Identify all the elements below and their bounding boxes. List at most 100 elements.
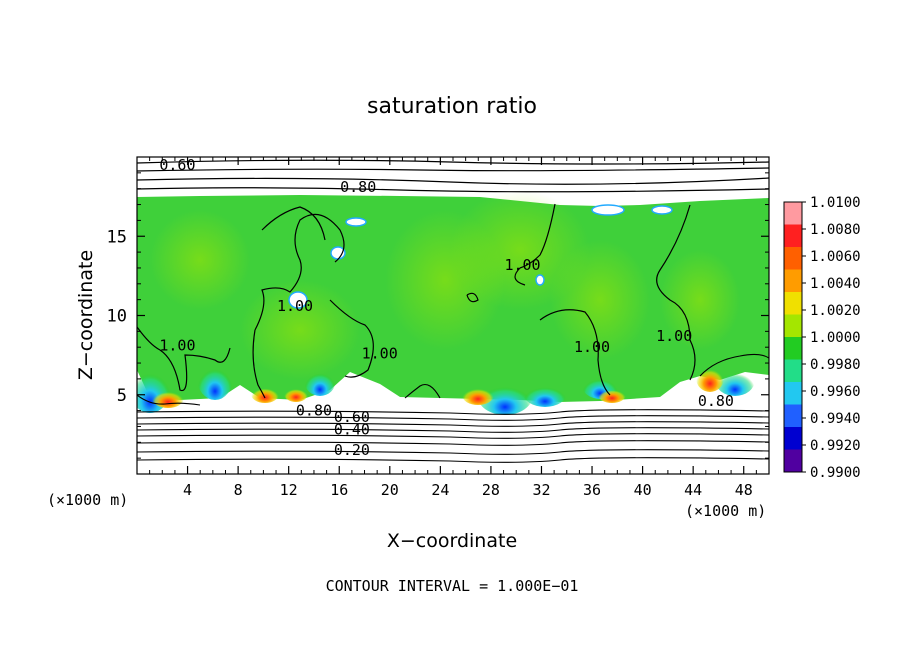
colorbar-label: 1.0080 bbox=[810, 222, 861, 238]
y-tick-label: 5 bbox=[117, 386, 127, 406]
supersaturated-blob bbox=[251, 385, 279, 403]
contour-line bbox=[137, 449, 769, 455]
dry-pocket bbox=[591, 204, 625, 216]
colorbar-label: 0.9900 bbox=[810, 465, 861, 481]
contour-line bbox=[254, 213, 345, 331]
contour-line bbox=[539, 309, 611, 396]
y-tick-label: 15 bbox=[107, 227, 127, 247]
contour-label: 1.00 bbox=[656, 327, 692, 345]
supersaturated-blob bbox=[284, 386, 308, 402]
supersaturated-blob bbox=[598, 387, 626, 403]
colorbar-label: 1.0100 bbox=[810, 195, 861, 211]
contour-line bbox=[137, 457, 769, 463]
supersaturated-blob bbox=[696, 364, 724, 392]
contour-label: 0.80 bbox=[340, 178, 376, 196]
colorbar-swatch bbox=[784, 359, 802, 383]
contour-line bbox=[137, 167, 769, 172]
x-tick-label: 16 bbox=[330, 481, 348, 499]
x-tick-label: 20 bbox=[381, 481, 399, 499]
colorbar-swatch bbox=[784, 247, 802, 270]
colorbar-label: 0.9980 bbox=[810, 357, 861, 373]
x-unit-label-left: (×1000 m) bbox=[47, 491, 128, 509]
colorbar-swatch bbox=[784, 382, 802, 405]
subsaturated-zone bbox=[197, 356, 233, 400]
dry-pocket bbox=[345, 217, 367, 227]
contour-line bbox=[137, 326, 231, 392]
contour-labels: 0.600.801.001.001.001.001.001.000.80 0.60… bbox=[159, 156, 734, 459]
contour-label: 0.60 bbox=[334, 408, 370, 426]
colorbar-label: 0.9960 bbox=[810, 384, 861, 400]
x-tick-label: 24 bbox=[431, 481, 449, 499]
subsaturated-zone bbox=[715, 364, 755, 396]
x-tick-label: 4 bbox=[183, 481, 192, 499]
y-tick-label: 10 bbox=[107, 307, 127, 327]
dry-pocket bbox=[535, 274, 545, 286]
contour-line bbox=[514, 203, 556, 286]
dry-pocket bbox=[288, 291, 308, 309]
contour-line bbox=[252, 329, 266, 399]
colorbar-label: 1.0020 bbox=[810, 303, 861, 319]
colorbar-swatch bbox=[784, 404, 802, 428]
x-tick-label: 40 bbox=[634, 481, 652, 499]
subsaturated-zone bbox=[477, 375, 533, 415]
supersaturated-blob bbox=[152, 388, 184, 408]
dry-pocket bbox=[651, 205, 673, 215]
colorbar-swatch bbox=[784, 449, 802, 473]
x-tick-label: 8 bbox=[234, 481, 243, 499]
contour-label: 0.80 bbox=[296, 402, 332, 420]
y-axis-label: Z−coordinate bbox=[75, 250, 97, 380]
colorbar-swatch bbox=[784, 314, 802, 338]
supersaturated-patch bbox=[550, 240, 650, 360]
contour-label: 1.00 bbox=[504, 256, 540, 274]
contour-label: 1.00 bbox=[277, 297, 313, 315]
contour-line bbox=[137, 427, 769, 433]
colorbar-swatch bbox=[784, 202, 802, 225]
colorbar: 1.0100 1.0080 1.0060 1.0040 1.0020 1.0000 0.99… bbox=[783, 195, 861, 481]
contour-line bbox=[137, 433, 769, 439]
supersaturated-patch bbox=[240, 280, 360, 380]
contour-line bbox=[137, 415, 769, 421]
supersaturated-patch bbox=[660, 250, 740, 350]
y-axis: 5 10 15 bbox=[107, 172, 769, 459]
subsaturated-zone bbox=[523, 379, 567, 407]
colorbar-label: 1.0000 bbox=[810, 330, 861, 346]
contour-label: 0.60 bbox=[159, 156, 195, 174]
contour-label: 0.20 bbox=[334, 441, 370, 459]
supersaturated-blob bbox=[462, 385, 494, 405]
contour-line bbox=[699, 353, 769, 377]
contour-line bbox=[137, 409, 769, 415]
x-axis: 4 8 12 16 20 24 28 32 36 40 44 48 bbox=[149, 157, 757, 499]
colorbar-label: 1.0040 bbox=[810, 276, 861, 292]
colorbar-label: 1.0060 bbox=[810, 249, 861, 265]
x-unit-label-right: (×1000 m) bbox=[685, 502, 766, 520]
contour-label: 0.40 bbox=[334, 421, 370, 439]
contour-line bbox=[137, 177, 769, 185]
contour-label: 1.00 bbox=[362, 345, 398, 363]
colorbar-label: 0.9940 bbox=[810, 411, 861, 427]
x-tick-label: 36 bbox=[583, 481, 601, 499]
contour-lines bbox=[137, 159, 769, 463]
colorbar-swatch bbox=[784, 427, 802, 450]
x-tick-label: 32 bbox=[532, 481, 550, 499]
contour-line bbox=[404, 383, 441, 399]
x-tick-label: 44 bbox=[684, 481, 702, 499]
contour-label: 0.80 bbox=[698, 392, 734, 410]
colorbar-swatch bbox=[784, 224, 802, 248]
saturation-field bbox=[137, 157, 769, 474]
contour-label: 1.00 bbox=[159, 337, 195, 355]
contour-line bbox=[466, 292, 479, 303]
contour-line bbox=[656, 204, 696, 381]
contour-line bbox=[137, 421, 769, 427]
x-tick-label: 12 bbox=[280, 481, 298, 499]
colorbar-swatch bbox=[784, 269, 802, 293]
contour-line bbox=[137, 187, 769, 193]
x-tick-label: 48 bbox=[735, 481, 753, 499]
contour-line bbox=[261, 206, 326, 241]
colorbar-label: 0.9920 bbox=[810, 438, 861, 454]
colorbar-swatch bbox=[784, 337, 802, 360]
contour-interval-note: CONTOUR INTERVAL = 1.000E−01 bbox=[326, 577, 579, 595]
chart-title: saturation ratio bbox=[367, 94, 537, 119]
colorbar-swatch bbox=[784, 292, 802, 315]
contour-line bbox=[329, 299, 374, 378]
